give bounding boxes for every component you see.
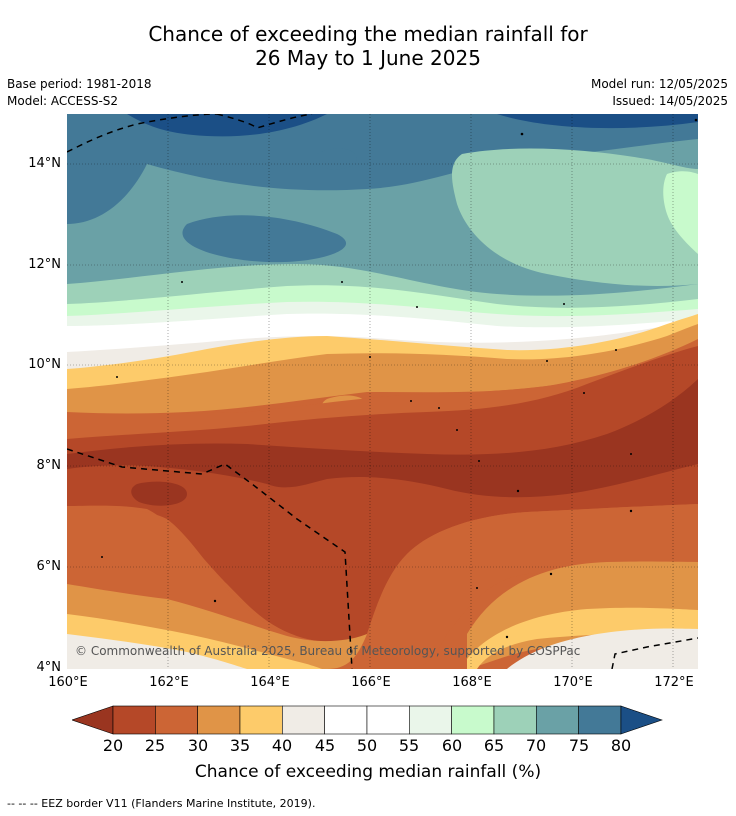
colorbar-label-35: 35 <box>229 736 251 755</box>
lat-tick-10n: 10°N <box>28 357 61 372</box>
colorbar-label-65: 65 <box>483 736 505 755</box>
island-markers <box>101 118 698 639</box>
colorbar-label-20: 20 <box>102 736 124 755</box>
colorbar-cell-below20 <box>72 705 114 735</box>
band-20-25 <box>67 346 698 643</box>
colorbar <box>72 705 663 735</box>
map-gridlines <box>67 114 698 669</box>
band-75-80-blob <box>182 148 357 263</box>
colorbar-cell-above80 <box>620 705 663 735</box>
colorbar-label-45: 45 <box>314 736 336 755</box>
colorbar-label-75: 75 <box>568 736 590 755</box>
rainfall-contour-map <box>67 114 698 669</box>
rainfall-map: © Commonwealth of Australia 2025, Bureau… <box>67 114 698 669</box>
colorbar-cell-c65_70 <box>493 705 537 735</box>
lon-tick-166e: 166°E <box>351 675 391 690</box>
band-65-70 <box>67 148 698 316</box>
colorbar-cell-c35_40 <box>239 705 283 735</box>
model-text: Model: ACCESS-S2 <box>7 94 119 108</box>
copyright-text: © Commonwealth of Australia 2025, Bureau… <box>75 644 581 658</box>
colorbar-label-50: 50 <box>356 736 378 755</box>
eez-borders <box>67 114 698 669</box>
base-period-text: Base period: 1981-2018 <box>7 77 152 91</box>
model-run-text: Model run: 12/05/2025 <box>590 77 728 91</box>
colorbar-cell-c30_35 <box>197 705 241 735</box>
colorbar-label-60: 60 <box>441 736 463 755</box>
colorbar-title: Chance of exceeding median rainfall (%) <box>194 762 542 782</box>
band-35-40-south <box>67 607 698 669</box>
colorbar-cell-c25_30 <box>155 705 198 735</box>
lat-tick-4n: 4°N <box>36 660 62 675</box>
lat-tick-12n: 12°N <box>28 257 61 272</box>
eez-border-footnote: -- -- -- EEZ border V11 (Flanders Marine… <box>7 797 316 810</box>
colorbar-cell-c55_60 <box>409 705 452 735</box>
colorbar-cell-c70_75 <box>535 705 579 735</box>
band-above80 <box>127 114 698 137</box>
colorbar-label-25: 25 <box>144 736 166 755</box>
band-30-35 <box>67 324 698 414</box>
lon-tick-170e: 170°E <box>553 675 593 690</box>
colorbar-cell-c40_45 <box>282 705 325 735</box>
map-title-line2: 26 May to 1 June 2025 <box>255 46 481 70</box>
band-30-35-south <box>67 561 698 669</box>
issued-text: Issued: 14/05/2025 <box>612 94 728 108</box>
band-60-65 <box>67 171 698 323</box>
band-40-45-south <box>67 628 698 669</box>
lat-tick-14n: 14°N <box>28 156 61 171</box>
colorbar-label-55: 55 <box>398 736 420 755</box>
colorbar-label-40: 40 <box>271 736 293 755</box>
band-below20 <box>67 379 698 525</box>
colorbar-cell-c20_25 <box>112 705 156 735</box>
lon-tick-162e: 162°E <box>149 675 189 690</box>
colorbar-cell-c75_80 <box>578 705 622 735</box>
colorbar-label-70: 70 <box>525 736 547 755</box>
lat-tick-8n: 8°N <box>36 458 62 473</box>
lon-tick-164e: 164°E <box>250 675 290 690</box>
colorbar-label-80: 80 <box>610 736 632 755</box>
colorbar-cell-c60_65 <box>451 705 495 735</box>
lon-tick-172e: 172°E <box>654 675 694 690</box>
colorbar-cell-c50_55 <box>366 705 410 735</box>
lat-tick-6n: 6°N <box>36 559 62 574</box>
lon-tick-160e: 160°E <box>48 675 88 690</box>
lon-tick-168e: 168°E <box>452 675 492 690</box>
colorbar-cell-c45_50 <box>324 705 368 735</box>
colorbar-label-30: 30 <box>187 736 209 755</box>
map-title-line1: Chance of exceeding the median rainfall … <box>148 22 588 46</box>
